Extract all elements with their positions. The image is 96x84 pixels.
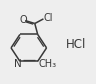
Text: N: N <box>14 59 22 69</box>
Text: O: O <box>20 15 28 25</box>
Text: HCl: HCl <box>66 38 86 51</box>
Text: CH₃: CH₃ <box>39 59 57 69</box>
Text: Cl: Cl <box>44 13 53 23</box>
